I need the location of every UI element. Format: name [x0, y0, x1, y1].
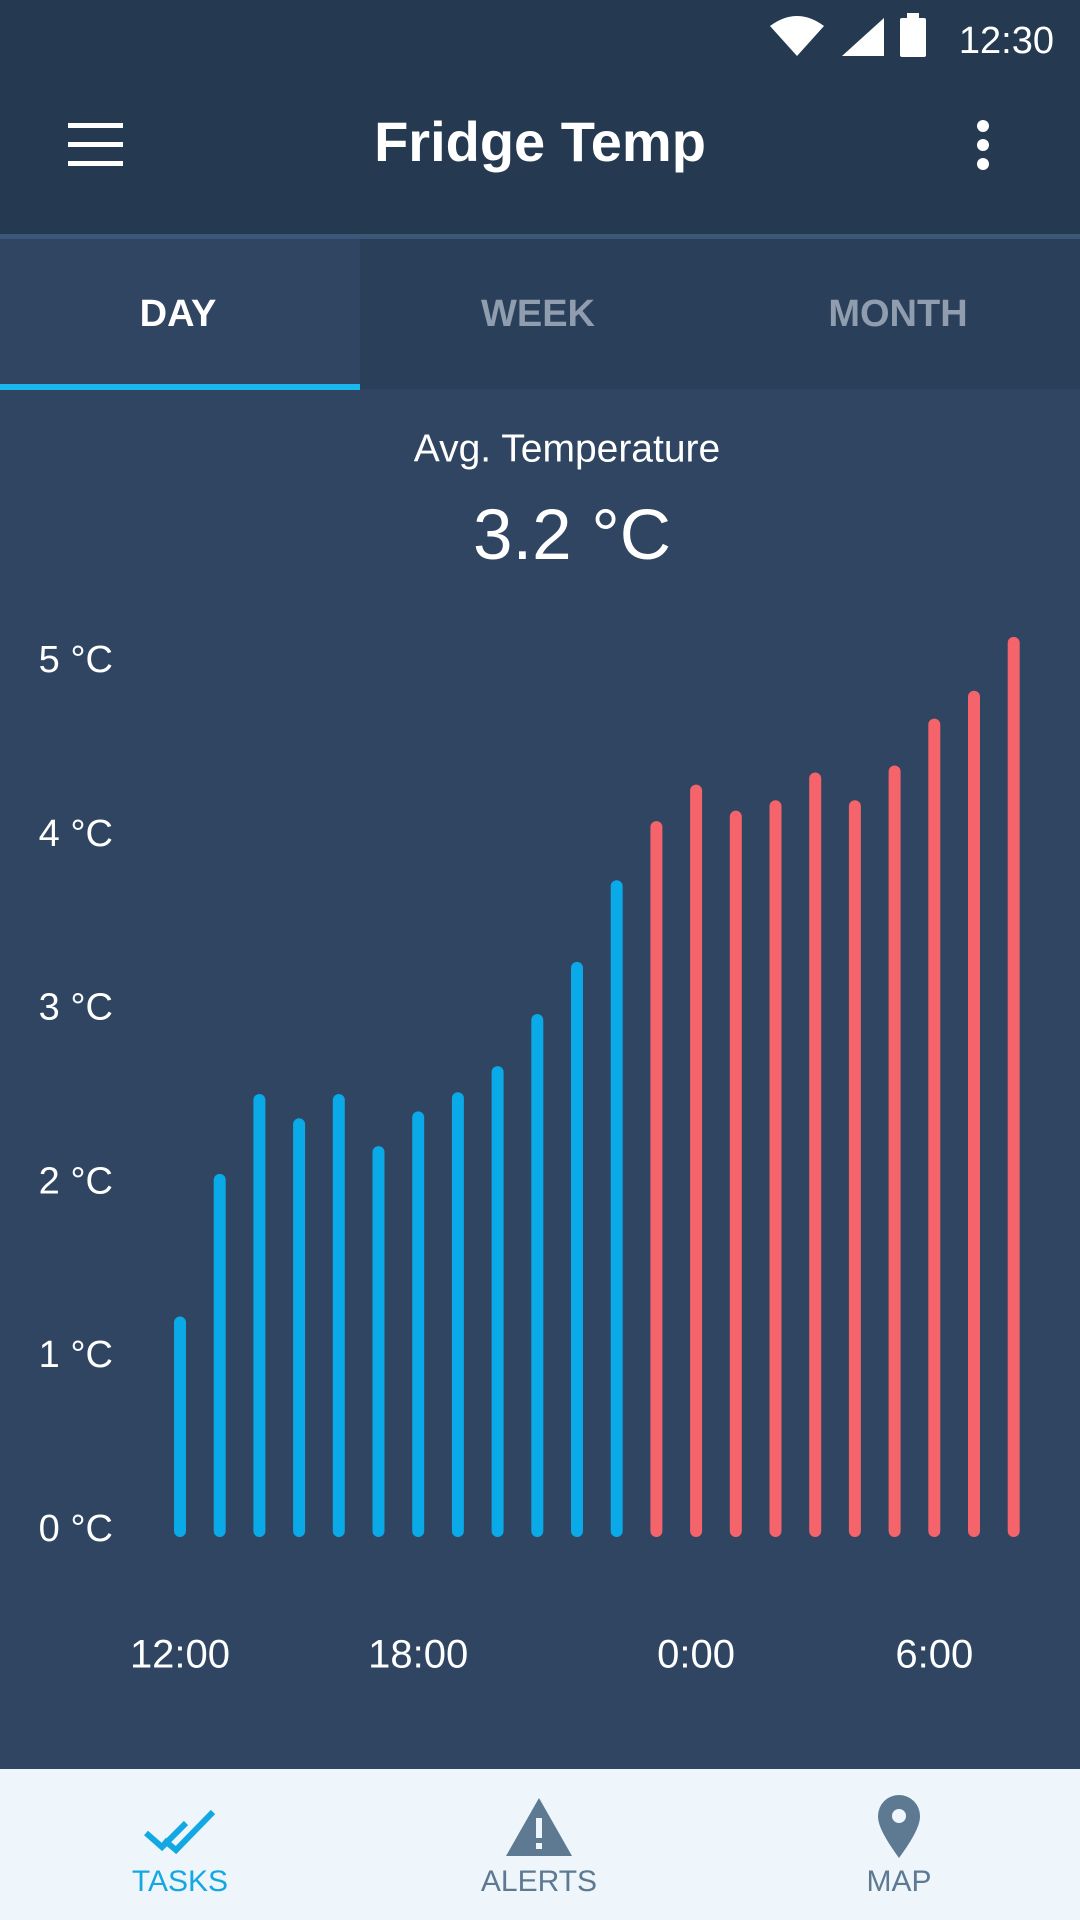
- tab-week[interactable]: WEEK: [481, 293, 596, 335]
- y-tick-label: 4 °C: [39, 813, 113, 855]
- dot: [977, 158, 989, 170]
- bar: [571, 961, 583, 1537]
- x-tick-label: 12:00: [130, 1633, 230, 1677]
- menu-line: [68, 123, 123, 128]
- y-tick-label: 2 °C: [39, 1160, 113, 1202]
- dot: [977, 120, 989, 132]
- y-tick-label: 3 °C: [39, 987, 113, 1029]
- menu-button[interactable]: [68, 123, 123, 166]
- tasks-icon: [144, 1809, 216, 1855]
- bar: [769, 800, 782, 1537]
- signal-icon: [842, 18, 884, 56]
- bar: [372, 1146, 385, 1537]
- x-tick-label: 0:00: [657, 1633, 735, 1677]
- bar: [968, 690, 980, 1537]
- status-time: 12:30: [959, 20, 1054, 62]
- nav-map[interactable]: MAP: [866, 1795, 932, 1898]
- nav-label: TASKS: [132, 1865, 228, 1898]
- bar: [412, 1111, 425, 1537]
- more-button[interactable]: [977, 120, 989, 170]
- map-dot: [892, 1809, 906, 1823]
- bar: [332, 1093, 345, 1537]
- y-tick-label: 1 °C: [39, 1334, 113, 1376]
- y-tick-label: 5 °C: [39, 639, 113, 681]
- tab-indicator: [0, 384, 360, 390]
- bar: [451, 1092, 464, 1537]
- bar: [928, 718, 941, 1537]
- menu-line: [68, 142, 123, 147]
- tab-selected-bg[interactable]: [0, 239, 360, 389]
- bar: [729, 810, 742, 1537]
- bar: [690, 784, 703, 1537]
- bar: [848, 800, 861, 1537]
- summary-value: 3.2 °C: [473, 496, 671, 575]
- bar: [888, 765, 901, 1537]
- alert-mark: [536, 1818, 542, 1838]
- bar: [610, 880, 623, 1537]
- chart: 0 °C 1 °C 2 °C 3 °C 4 °C 5 °C 12:00 18:00 0:00 6:…: [39, 636, 1020, 1677]
- tab-day[interactable]: DAY: [140, 293, 217, 335]
- nav-label: ALERTS: [481, 1865, 597, 1898]
- app-title: Fridge Temp: [374, 110, 706, 173]
- bar: [293, 1118, 306, 1537]
- map-icon: [878, 1795, 920, 1858]
- bar: [213, 1173, 226, 1537]
- bar: [650, 821, 663, 1537]
- alert-dot: [536, 1843, 542, 1849]
- bar: [809, 772, 822, 1537]
- bar: [491, 1066, 504, 1537]
- x-tick-label: 6:00: [895, 1633, 973, 1677]
- dot: [977, 139, 989, 151]
- nav-label: MAP: [866, 1865, 931, 1898]
- menu-line: [68, 161, 123, 166]
- summary-label: Avg. Temperature: [414, 427, 720, 470]
- divider: [0, 234, 1080, 239]
- battery-tip: [907, 13, 919, 19]
- x-tick-label: 18:00: [368, 1633, 468, 1677]
- tab-month[interactable]: MONTH: [828, 293, 967, 335]
- wifi-icon: [770, 16, 824, 56]
- bar: [531, 1014, 544, 1537]
- y-tick-label: 0 °C: [39, 1508, 113, 1550]
- bar: [1007, 636, 1020, 1537]
- nav-tasks[interactable]: TASKS: [132, 1809, 228, 1898]
- bar: [253, 1093, 266, 1537]
- nav-alerts[interactable]: ALERTS: [481, 1798, 597, 1898]
- battery-icon: [900, 18, 926, 57]
- bar: [174, 1316, 186, 1537]
